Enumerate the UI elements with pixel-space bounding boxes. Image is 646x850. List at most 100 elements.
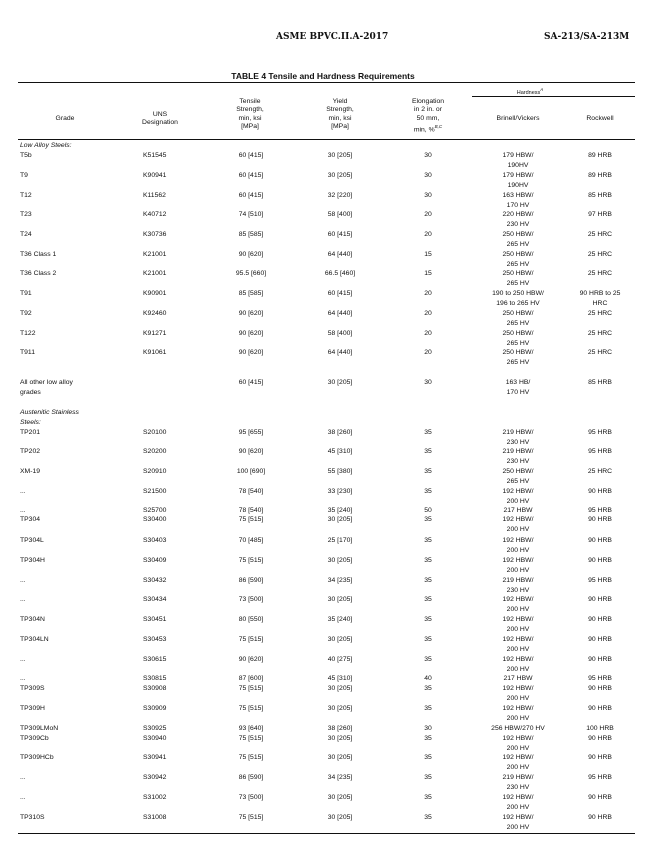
cell-grade: TP309H	[20, 705, 45, 712]
cell-yield: 38 [260]	[327, 725, 353, 732]
cell-elong: 20	[424, 310, 432, 317]
cell-elong: 35	[424, 814, 432, 821]
cell-uns: S20100	[143, 429, 167, 436]
cell-yield: 30 [205]	[327, 705, 353, 712]
col-header-brinell: Brinell/Vickers	[496, 115, 540, 122]
cell-uns: K40712	[143, 211, 167, 218]
cell-grade: ...	[20, 577, 26, 584]
cell-rockwell: 89 HRB	[588, 152, 612, 159]
cell-tensile: 90 [620]	[238, 448, 264, 455]
cell-tensile: 90 [620]	[238, 251, 264, 258]
table-bottom-rule	[18, 833, 635, 835]
cell-grade: ...	[20, 488, 26, 495]
cell-rockwell: 25 HRC	[587, 251, 613, 258]
cell-rockwell: 90 HRB	[588, 685, 612, 692]
cell-grade: ...	[20, 675, 26, 682]
cell-elong: 30	[424, 152, 432, 159]
cell-uns: K90941	[143, 172, 167, 179]
cell-elong: 20	[424, 349, 432, 356]
cell-brinell: 163 HB/ 170 HV	[505, 379, 531, 396]
cell-uns: K91061	[143, 349, 167, 356]
cell-rockwell: 95 HRB	[588, 507, 612, 514]
cell-elong: 30	[424, 725, 432, 732]
cell-uns: K30736	[143, 231, 167, 238]
cell-grade: TP310S	[20, 814, 45, 821]
cell-brinell: 163 HBW/ 170 HV	[502, 192, 534, 209]
cell-rockwell: 90 HRB	[588, 814, 612, 821]
cell-elong: 35	[424, 735, 432, 742]
cell-elong: 20	[424, 211, 432, 218]
cell-rockwell: 90 HRB	[588, 794, 612, 801]
cell-elong: 30	[424, 379, 432, 386]
cell-yield: 55 [380]	[327, 468, 353, 475]
col-header-hardness: HardnessA	[500, 86, 560, 97]
table-title: TABLE 4 Tensile and Hardness Requirement…	[231, 71, 415, 81]
cell-rockwell: 90 HRB	[588, 754, 612, 761]
cell-brinell: 192 HBW/ 200 HV	[502, 735, 534, 752]
cell-rockwell: 90 HRB	[588, 516, 612, 523]
cell-elong: 35	[424, 705, 432, 712]
cell-brinell: 219 HBW/ 230 HV	[502, 774, 534, 791]
cell-uns: K91271	[143, 330, 167, 337]
cell-brinell: 192 HBW/ 200 HV	[502, 488, 534, 505]
cell-elong: 35	[424, 488, 432, 495]
cell-rockwell: 25 HRC	[587, 468, 613, 475]
cell-tensile: 70 [485]	[238, 537, 264, 544]
cell-rockwell: 25 HRC	[587, 349, 613, 356]
cell-uns: S30400	[143, 516, 167, 523]
cell-uns: S30909	[143, 705, 167, 712]
cell-grade: TP304L	[20, 537, 44, 544]
hardness-footnote: A	[540, 87, 544, 92]
cell-tensile: 75 [515]	[238, 735, 264, 742]
cell-brinell: 250 HBW/ 265 HV	[502, 330, 534, 347]
cell-grade: TP304N	[20, 616, 45, 623]
cell-uns: S30908	[143, 685, 167, 692]
cell-brinell: 220 HBW/ 230 HV	[502, 211, 534, 228]
cell-yield: 30 [205]	[327, 596, 353, 603]
cell-yield: 35 [240]	[327, 507, 353, 514]
cell-yield: 32 [220]	[327, 192, 353, 199]
cell-brinell: 192 HBW/ 200 HV	[502, 616, 534, 633]
cell-rockwell: 97 HRB	[588, 211, 612, 218]
cell-brinell: 219 HBW/ 230 HV	[502, 429, 534, 446]
cell-elong: 35	[424, 636, 432, 643]
cell-brinell: 192 HBW/ 200 HV	[502, 537, 534, 554]
cell-grade: T36 Class 2	[20, 270, 57, 277]
cell-grade: ...	[20, 794, 26, 801]
cell-brinell: 250 HBW/ 265 HV	[502, 310, 534, 327]
running-header-spec: SA-213/SA-213M	[544, 32, 630, 42]
cell-rockwell: 95 HRB	[588, 675, 612, 682]
cell-brinell: 250 HBW/ 265 HV	[502, 270, 534, 287]
cell-brinell: 190 to 250 HBW/ 196 to 265 HV	[492, 290, 544, 307]
cell-grade: TP309S	[20, 685, 45, 692]
cell-tensile: 75 [515]	[238, 705, 264, 712]
cell-yield: 30 [205]	[327, 754, 353, 761]
cell-yield: 30 [205]	[327, 516, 353, 523]
cell-brinell: 179 HBW/ 190HV	[502, 172, 534, 189]
cell-grade: T911	[20, 349, 35, 356]
cell-brinell: 256 HBW/270 HV	[491, 725, 545, 732]
cell-yield: 30 [205]	[327, 379, 353, 386]
cell-brinell: 192 HBW/ 200 HV	[502, 596, 534, 613]
cell-brinell: 192 HBW/ 200 HV	[502, 794, 534, 811]
cell-elong: 35	[424, 616, 432, 623]
header-bottom-rule	[18, 139, 635, 140]
cell-elong: 30	[424, 172, 432, 179]
cell-uns: K11562	[143, 192, 166, 199]
section-low-alloy: Low Alloy Steels:	[20, 142, 72, 149]
cell-yield: 30 [205]	[327, 814, 353, 821]
cell-tensile: 75 [515]	[238, 557, 264, 564]
cell-uns: S31008	[143, 814, 167, 821]
cell-rockwell: 85 HRB	[588, 192, 612, 199]
cell-uns: S30434	[143, 596, 167, 603]
cell-grade: TP304	[20, 516, 41, 523]
cell-grade: TP202	[20, 448, 41, 455]
cell-yield: 30 [205]	[327, 557, 353, 564]
cell-brinell: 192 HBW/ 200 HV	[502, 557, 534, 574]
cell-tensile: 60 [415]	[238, 172, 264, 179]
cell-grade: ...	[20, 774, 26, 781]
col-header-tensile: Tensile Strength, min, ksi [MPa]	[236, 98, 264, 131]
cell-yield: 40 [275]	[327, 656, 353, 663]
cell-yield: 30 [205]	[327, 735, 353, 742]
cell-yield: 45 [310]	[327, 448, 353, 455]
